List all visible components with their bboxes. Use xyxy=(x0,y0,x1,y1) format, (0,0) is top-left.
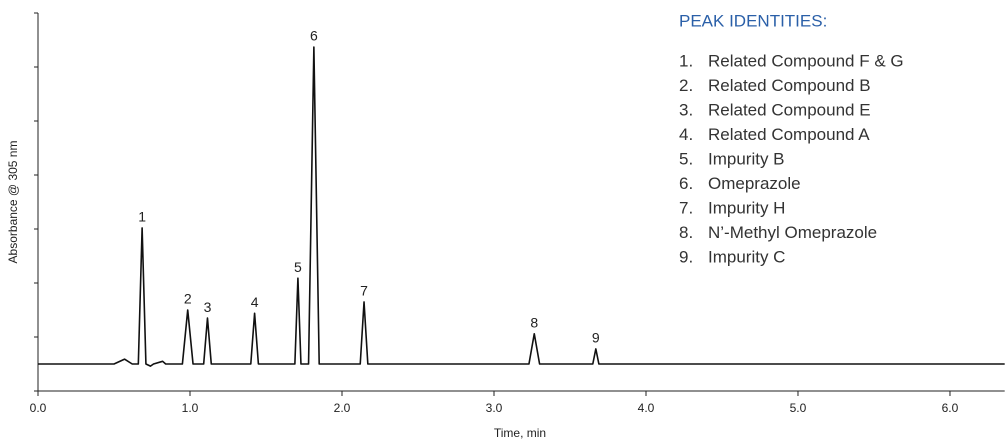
x-tick-label: 5.0 xyxy=(790,401,807,415)
peak-label: 2 xyxy=(184,291,192,307)
legend-number: 6. xyxy=(679,174,693,193)
peak-label: 6 xyxy=(310,28,318,44)
y-axis-title: Absorbance @ 305 nm xyxy=(6,141,20,264)
legend-name: Related Compound E xyxy=(708,100,871,119)
legend-number: 9. xyxy=(679,247,693,266)
peak-label: 4 xyxy=(251,294,259,310)
peak-label: 8 xyxy=(530,314,538,330)
legend-name: Related Compound B xyxy=(708,76,871,95)
legend-number: 7. xyxy=(679,198,693,217)
x-tick-label: 2.0 xyxy=(334,401,351,415)
x-tick-label: 0.0 xyxy=(30,401,47,415)
legend-name: Impurity B xyxy=(708,149,785,168)
legend-name: Omeprazole xyxy=(708,174,801,193)
legend-name: N’-Methyl Omeprazole xyxy=(708,223,877,242)
legend-title: PEAK IDENTITIES: xyxy=(679,11,827,30)
legend-number: 5. xyxy=(679,149,693,168)
peak-label: 9 xyxy=(592,330,600,346)
legend-number: 1. xyxy=(679,51,693,70)
legend-number: 4. xyxy=(679,125,693,144)
peak-label: 7 xyxy=(360,283,368,299)
chromatogram-trace xyxy=(38,46,1005,367)
x-axis-title: Time, min xyxy=(494,426,546,440)
legend-number: 3. xyxy=(679,100,693,119)
x-tick-label: 3.0 xyxy=(486,401,503,415)
legend-number: 8. xyxy=(679,223,693,242)
x-tick-label: 6.0 xyxy=(942,401,959,415)
legend-name: Impurity H xyxy=(708,198,785,217)
peak-label: 3 xyxy=(204,299,212,315)
x-tick-label: 4.0 xyxy=(638,401,655,415)
legend-name: Impurity C xyxy=(708,247,785,266)
peak-label: 5 xyxy=(294,259,302,275)
legend-name: Related Compound F & G xyxy=(708,51,904,70)
legend-name: Related Compound A xyxy=(708,125,870,144)
peak-label: 1 xyxy=(138,209,146,225)
x-tick-label: 1.0 xyxy=(182,401,199,415)
legend-number: 2. xyxy=(679,76,693,95)
